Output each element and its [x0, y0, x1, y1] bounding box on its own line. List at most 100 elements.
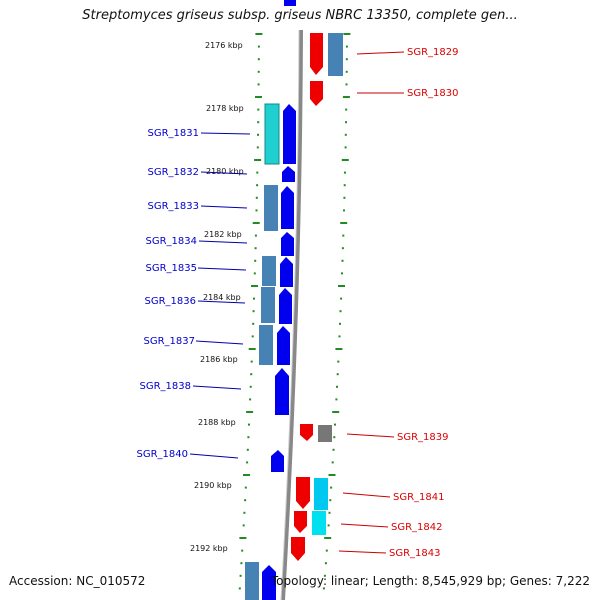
gene-box[interactable] — [245, 562, 259, 600]
gene-box[interactable] — [328, 33, 343, 76]
gene-leader-line — [340, 523, 389, 528]
gene-arrow-forward[interactable] — [281, 232, 294, 256]
gene-arrow-reverse[interactable] — [291, 537, 305, 561]
gene-leader-line — [189, 453, 239, 459]
gene-label[interactable]: SGR_1829 — [407, 47, 459, 58]
gene-box[interactable] — [259, 325, 273, 365]
minor-tick — [255, 209, 258, 212]
gene-label[interactable]: SGR_1836 — [145, 296, 197, 307]
minor-tick — [246, 448, 249, 451]
gene-arrow-forward[interactable] — [284, 0, 296, 6]
gene-label[interactable]: SGR_1840 — [137, 449, 189, 460]
kbp-label: 2188 kbp — [198, 418, 236, 427]
minor-tick — [345, 45, 348, 48]
gene-arrow-reverse[interactable] — [310, 33, 323, 75]
major-tick — [251, 285, 258, 287]
scale-ticks-left — [238, 33, 263, 590]
major-tick — [255, 33, 263, 35]
minor-tick — [345, 70, 348, 73]
gene-arrow-forward[interactable] — [279, 288, 292, 324]
minor-tick — [335, 398, 338, 401]
gene-label[interactable]: SGR_1833 — [148, 201, 200, 212]
gene-leader-line — [356, 51, 405, 55]
minor-tick — [344, 171, 346, 174]
gene-box[interactable] — [262, 256, 276, 286]
gene-label[interactable]: SGR_1834 — [146, 236, 198, 247]
kbp-label: 2192 kbp — [190, 544, 228, 553]
minor-tick — [257, 133, 259, 136]
gene-arrow-forward[interactable] — [275, 368, 289, 415]
minor-tick — [257, 121, 260, 124]
gene-arrow-forward[interactable] — [281, 186, 294, 229]
minor-tick — [252, 322, 255, 325]
kbp-label: 2190 kbp — [194, 481, 232, 490]
gene-box[interactable] — [312, 511, 326, 535]
minor-tick — [341, 259, 344, 262]
minor-tick — [345, 108, 348, 111]
gene-leader-line — [338, 550, 387, 554]
minor-tick — [254, 247, 257, 250]
minor-tick — [238, 587, 241, 590]
gene-leader-line — [195, 340, 244, 345]
minor-tick — [257, 108, 260, 111]
minor-tick — [250, 360, 253, 363]
gene-arrow-forward[interactable] — [271, 450, 284, 472]
gene-label[interactable]: SGR_1835 — [146, 263, 198, 274]
gene-leader-line — [192, 385, 242, 390]
major-tick — [252, 222, 260, 224]
minor-tick — [325, 549, 328, 552]
minor-tick — [345, 58, 348, 61]
kbp-label: 2180 kbp — [206, 167, 244, 176]
gene-label[interactable]: SGR_1838 — [140, 381, 192, 392]
minor-tick — [337, 360, 340, 363]
major-tick — [341, 159, 349, 161]
gene-arrow-forward[interactable] — [280, 257, 293, 287]
kbp-label: 2186 kbp — [200, 355, 238, 364]
gene-label[interactable]: SGR_1832 — [148, 167, 200, 178]
gene-label[interactable]: SGR_1831 — [148, 128, 200, 139]
gene-arrow-forward[interactable] — [283, 104, 296, 164]
gene-label[interactable]: SGR_1841 — [393, 492, 445, 503]
minor-tick — [339, 310, 342, 313]
minor-tick — [253, 297, 255, 300]
gene-leader-line — [198, 240, 248, 244]
chromosome-backbone-highlight — [280, 29, 300, 600]
gene-label[interactable]: SGR_1830 — [407, 88, 459, 99]
minor-tick — [344, 133, 347, 136]
kbp-label: 2178 kbp — [206, 104, 244, 113]
gene-label[interactable]: SGR_1843 — [389, 548, 441, 559]
gene-leader-line — [200, 132, 251, 135]
gene-label[interactable]: SGR_1839 — [397, 432, 449, 443]
gene-arrow-reverse[interactable] — [300, 424, 313, 441]
gene-leader-line — [197, 267, 247, 271]
gene-box[interactable] — [314, 478, 328, 510]
kbp-label: 2176 kbp — [205, 41, 243, 50]
major-tick — [343, 33, 351, 35]
gene-box[interactable] — [264, 185, 278, 231]
minor-tick — [243, 511, 246, 514]
major-tick — [248, 348, 256, 350]
major-tick — [255, 96, 262, 98]
gene-arrow-reverse[interactable] — [294, 511, 307, 533]
gene-box[interactable] — [264, 103, 280, 165]
gene-label[interactable]: SGR_1837 — [144, 336, 196, 347]
gene-box[interactable] — [261, 287, 275, 323]
minor-tick — [324, 562, 327, 565]
gene-label[interactable]: SGR_1842 — [391, 522, 443, 533]
gene-box[interactable] — [318, 425, 332, 442]
minor-tick — [344, 146, 347, 149]
minor-tick — [241, 549, 244, 552]
minor-tick — [254, 234, 257, 237]
major-tick — [243, 474, 250, 476]
gene-arrow-forward[interactable] — [262, 565, 276, 600]
minor-tick — [334, 423, 336, 426]
gene-arrow-forward[interactable] — [282, 166, 295, 182]
minor-tick — [345, 83, 348, 86]
gene-arrow-forward[interactable] — [277, 326, 290, 365]
gene-arrow-reverse[interactable] — [296, 477, 310, 509]
gene-arrow-reverse[interactable] — [310, 81, 323, 106]
minor-tick — [257, 70, 260, 73]
minor-tick — [246, 461, 249, 464]
major-tick — [324, 537, 332, 539]
